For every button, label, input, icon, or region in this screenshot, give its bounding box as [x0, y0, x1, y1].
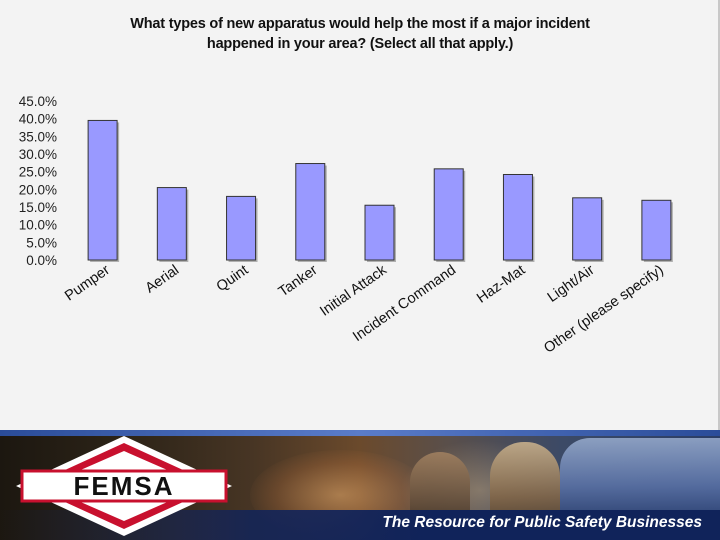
footer-banner: The Resource for Public Safety Businesse… [0, 430, 720, 540]
bar [295, 163, 326, 261]
x-category-label: Aerial [143, 262, 183, 296]
chart-title-line-2: happened in your area? (Select all that … [206, 36, 514, 52]
y-tick-label: 45.0% [19, 94, 57, 109]
y-tick-label: 30.0% [19, 147, 57, 162]
y-tick-label: 0.0% [26, 253, 57, 268]
logo-text: FEMSA [74, 471, 175, 501]
bar-chart: 45.0% 40.0% 35.0% 30.0% 25.0% 20.0% 15.0% 10.0%… [19, 94, 673, 357]
slide-content-area: What types of new apparatus would help t… [18, 0, 720, 430]
y-tick-label: 35.0% [19, 129, 57, 144]
femsa-logo: FEMSA [16, 436, 232, 536]
chart-title-line-1: What types of new apparatus would help t… [130, 16, 590, 32]
x-category-label: Quint [214, 262, 252, 295]
y-tick-label: 25.0% [19, 165, 57, 180]
x-category-label: Tanker [276, 262, 321, 300]
footer-top-stripe [0, 430, 720, 436]
bar [433, 168, 464, 261]
bar [226, 195, 257, 261]
bar [364, 204, 395, 261]
x-category-label: Other (please specify) [541, 262, 666, 356]
fire-truck-image [560, 438, 720, 518]
bar [502, 173, 533, 261]
bar [87, 119, 118, 261]
y-tick-label: 5.0% [26, 235, 57, 250]
y-tick-label: 10.0% [19, 218, 57, 233]
bar [572, 197, 603, 261]
footer-tagline: The Resource for Public Safety Businesse… [382, 514, 702, 531]
bar [156, 187, 187, 261]
x-category-label: Pumper [62, 262, 113, 304]
chart-title: What types of new apparatus would help t… [60, 14, 660, 54]
bar [641, 199, 672, 261]
x-category-label: Haz-Mat [474, 262, 528, 307]
logo-text-band [20, 469, 228, 503]
y-tick-label: 40.0% [19, 112, 57, 127]
y-tick-label: 15.0% [19, 200, 57, 215]
y-tick-label: 20.0% [19, 182, 57, 197]
x-category-label: Light/Air [545, 262, 598, 306]
